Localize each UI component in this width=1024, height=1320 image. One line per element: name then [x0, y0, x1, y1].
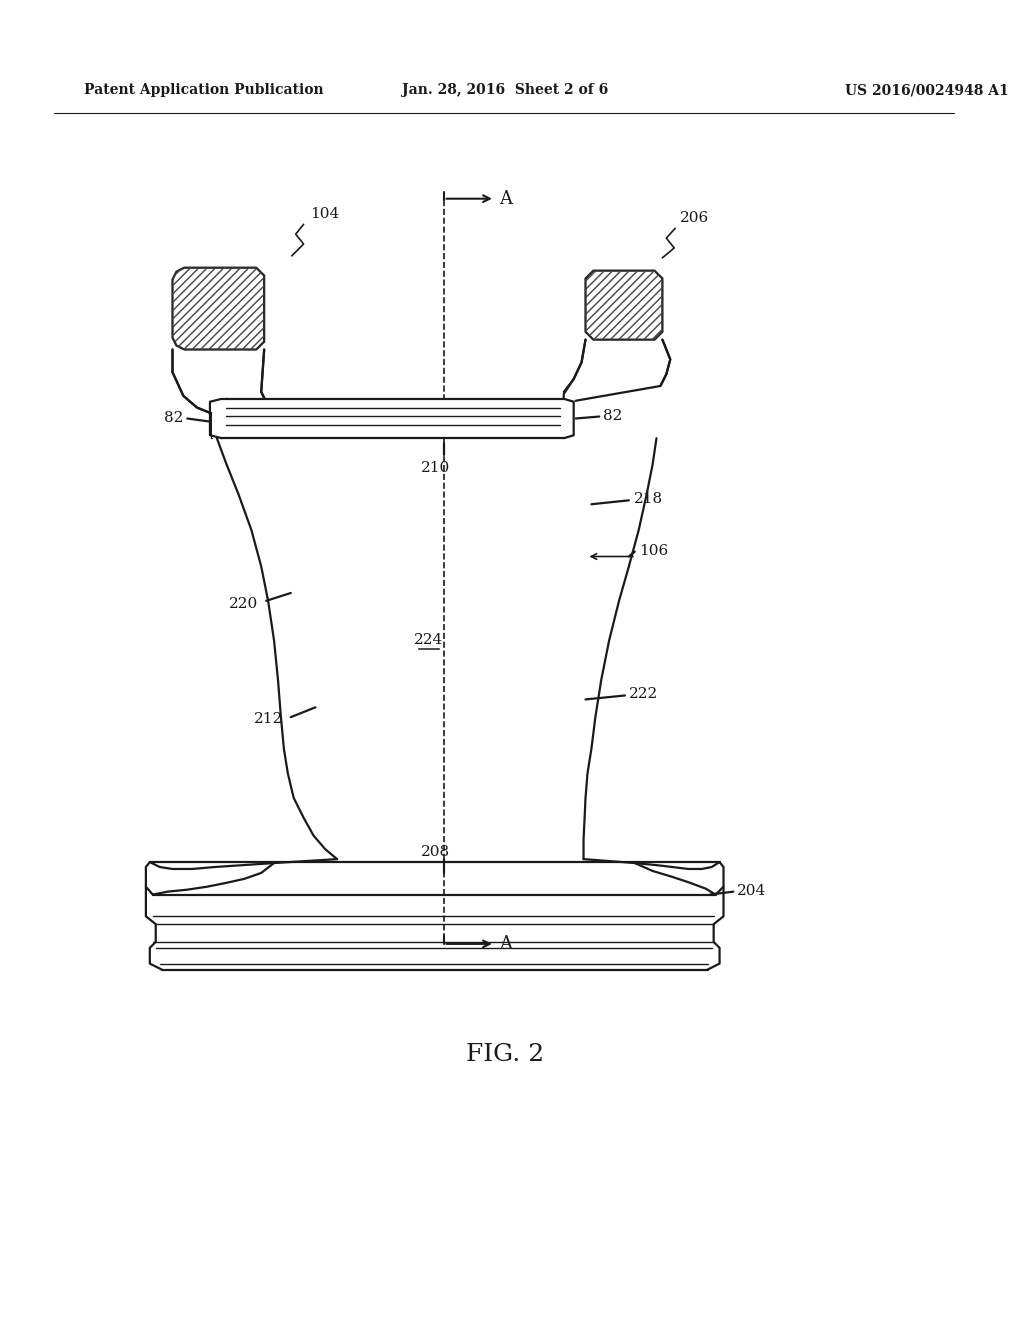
Text: 222: 222 — [629, 688, 658, 701]
Text: 208: 208 — [421, 845, 451, 859]
Text: 104: 104 — [310, 207, 340, 222]
Text: Jan. 28, 2016  Sheet 2 of 6: Jan. 28, 2016 Sheet 2 of 6 — [401, 83, 608, 98]
Text: 82: 82 — [603, 409, 623, 422]
Text: 206: 206 — [680, 211, 710, 226]
Text: 210: 210 — [421, 461, 451, 475]
Text: US 2016/0024948 A1: US 2016/0024948 A1 — [845, 83, 1009, 98]
Text: FIG. 2: FIG. 2 — [466, 1043, 544, 1065]
Text: 224: 224 — [414, 634, 443, 647]
Text: A: A — [499, 935, 512, 953]
Polygon shape — [212, 399, 573, 438]
Text: Patent Application Publication: Patent Application Publication — [84, 83, 324, 98]
Text: 82: 82 — [164, 411, 183, 425]
Polygon shape — [586, 271, 663, 339]
Text: 212: 212 — [254, 713, 283, 726]
Text: 218: 218 — [634, 492, 663, 507]
Text: A: A — [499, 190, 512, 207]
Text: 220: 220 — [229, 597, 258, 611]
Polygon shape — [172, 268, 264, 350]
Text: 204: 204 — [737, 883, 767, 898]
Text: 106: 106 — [639, 544, 668, 557]
